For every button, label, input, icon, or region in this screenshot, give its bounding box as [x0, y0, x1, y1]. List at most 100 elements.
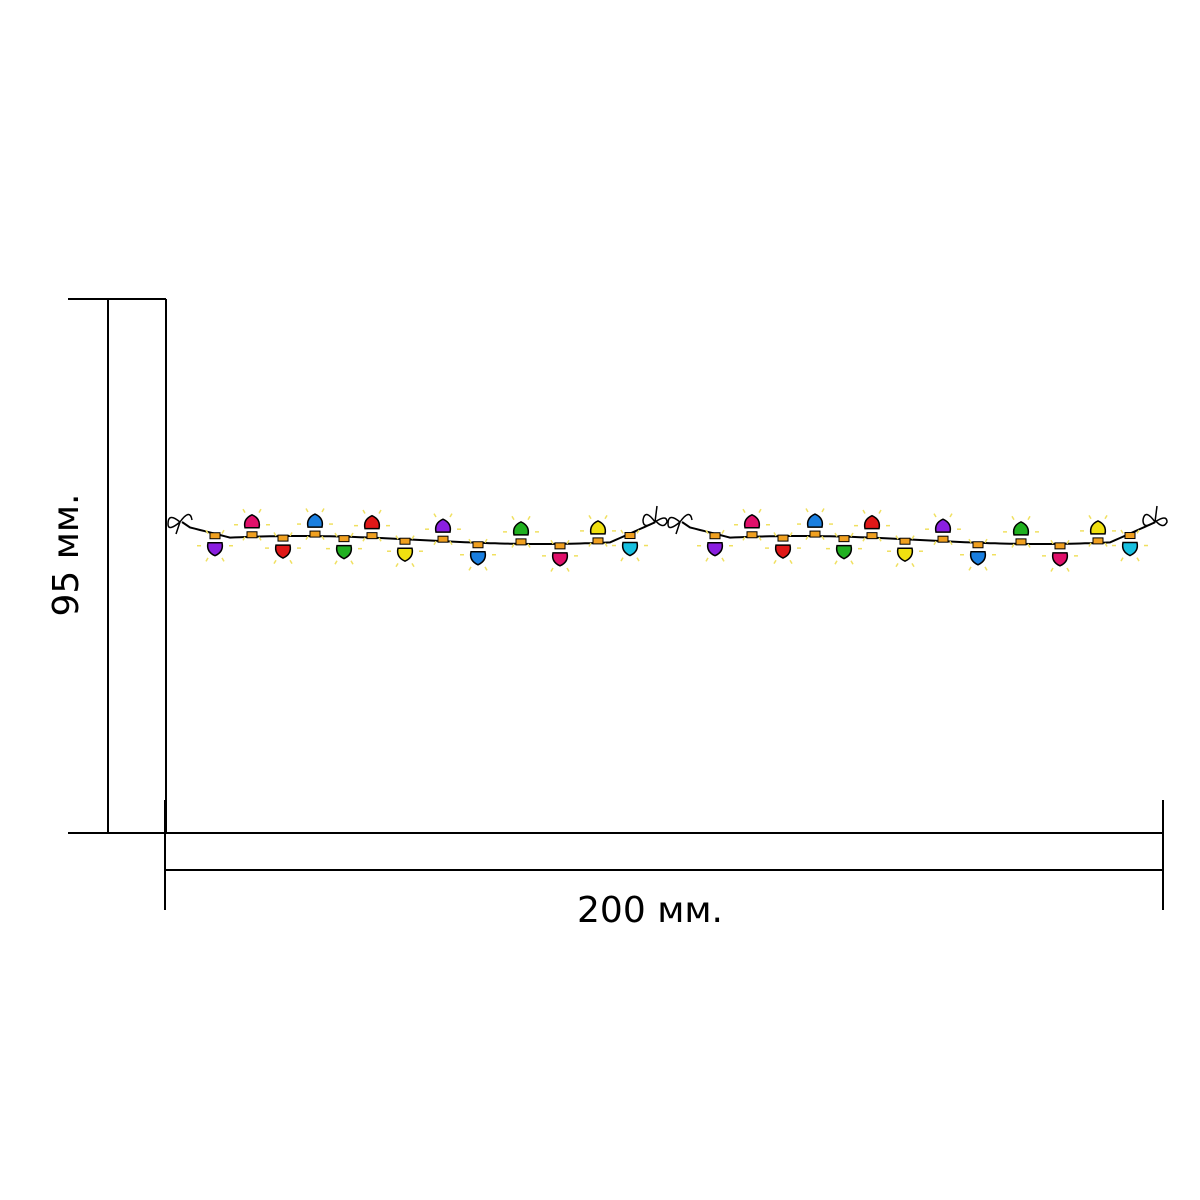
bulb [1112, 529, 1148, 562]
bulb-glow [721, 529, 725, 534]
bulb-glow [620, 529, 624, 534]
bulb-glow [1088, 514, 1092, 520]
bulb-glass [1121, 541, 1139, 557]
bulb-glass [806, 513, 824, 528]
bulb-glow [850, 532, 854, 537]
bulb-glow [242, 536, 246, 541]
bulb-glow [1104, 542, 1108, 547]
bulb-glass [243, 513, 261, 529]
bulb-glow [550, 567, 554, 572]
bulb-glass [363, 514, 381, 530]
bulb-glow [604, 514, 608, 520]
bulb-glass [306, 513, 324, 528]
bulb-socket [472, 541, 484, 549]
bulb-glow [350, 532, 354, 537]
bulb-glass [434, 518, 452, 533]
bulb [425, 513, 461, 546]
bulb-glow [789, 532, 793, 537]
bulb-socket [309, 530, 321, 538]
bulb-glow [705, 557, 709, 562]
bulb-glow [933, 540, 937, 546]
bulb-glow [588, 514, 592, 520]
bulb [697, 529, 733, 562]
bulb-glow [984, 538, 988, 544]
bulb-socket [1092, 537, 1104, 545]
bulb [580, 514, 616, 547]
bulb-socket [437, 535, 449, 543]
bulb-socket [515, 538, 527, 546]
bulb [765, 532, 801, 565]
bulb-socket [592, 537, 604, 545]
bulb [925, 513, 961, 546]
bulb-glow [242, 508, 246, 514]
bulb-glow [334, 532, 338, 537]
bulb-glow [805, 508, 809, 513]
bulb-glow [705, 529, 709, 534]
bulb-glass [206, 541, 224, 557]
bulb-glow [1011, 515, 1015, 521]
bulb-glow [911, 562, 915, 568]
bow [1142, 505, 1168, 527]
bulb-glow [362, 537, 366, 542]
bulb [503, 515, 539, 548]
bulb-glow [334, 560, 338, 565]
bulb-socket [246, 531, 258, 539]
bulb-glow [949, 513, 953, 518]
bulb-glass [1012, 521, 1030, 536]
bulb-glow [758, 536, 762, 541]
bulb-socket [746, 531, 758, 539]
bulb-glow [221, 529, 225, 534]
bow [642, 505, 668, 527]
garland [667, 505, 1168, 572]
bulb-glow [911, 535, 915, 540]
bulb-glow [1120, 529, 1124, 534]
bulb-glow [636, 557, 640, 562]
bulb-glow [862, 509, 866, 514]
bulb-glow [805, 535, 809, 541]
bulb-glow [305, 535, 309, 541]
bulb-glow [636, 529, 640, 534]
wire [181, 521, 656, 545]
bulb-glow [1027, 543, 1031, 548]
bulb-socket [866, 532, 878, 540]
bulb-glow [362, 509, 366, 514]
bulb-glow [1027, 515, 1031, 521]
bulb-socket [937, 535, 949, 543]
bulb-glow [1104, 514, 1108, 520]
bulb-glow [834, 532, 838, 537]
bulb-glow [411, 535, 415, 540]
bulb-socket [899, 537, 911, 545]
bulb-glow [468, 538, 472, 544]
bulb [542, 539, 578, 572]
bulb-glass [335, 544, 353, 560]
width-dimension: 200 мм. [164, 800, 1164, 931]
bulb-glass [835, 544, 853, 560]
height-label: 95 мм. [46, 493, 87, 616]
bulb-glow [527, 543, 531, 548]
bulb-glow [550, 539, 554, 545]
bulb [960, 538, 996, 571]
bulb-glow [878, 537, 882, 542]
bulb-glow [620, 557, 624, 562]
bulb-glow [205, 557, 209, 562]
bulb [1003, 515, 1039, 548]
bulb-glow [895, 535, 899, 540]
bulb-glow [378, 537, 382, 542]
bulb-glow [511, 515, 515, 521]
bulb-glass [621, 541, 639, 557]
bulb-glow [895, 562, 899, 568]
bulb-socket [399, 537, 411, 545]
bulb [354, 509, 390, 542]
bulb-glow [433, 513, 437, 518]
bulb-glow [350, 560, 354, 565]
bulb-glow [289, 532, 293, 537]
bulb-glow [273, 559, 277, 565]
bulb-socket [277, 534, 289, 542]
bulb-glass [396, 547, 414, 563]
bulb-glow [1088, 542, 1092, 547]
bulb-glass [1089, 520, 1107, 535]
bulb-glass [969, 551, 987, 566]
bulb-glow [1011, 543, 1015, 548]
